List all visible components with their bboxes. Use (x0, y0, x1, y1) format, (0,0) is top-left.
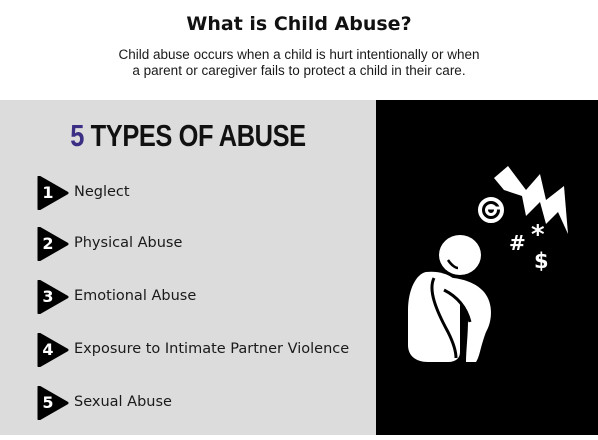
number-badge: 2 (35, 227, 69, 261)
list-item: 1 Neglect (35, 176, 365, 210)
item-label: Emotional Abuse (74, 288, 197, 304)
child-figure (408, 235, 491, 362)
types-panel (0, 100, 376, 435)
badge-number: 4 (42, 340, 54, 359)
list-item: 3 Emotional Abuse (35, 280, 365, 314)
lightning-icon (494, 166, 568, 234)
spiral-icon (478, 197, 504, 223)
types-heading: 5 TYPES OF ABUSE (34, 118, 342, 154)
badge-number: 1 (42, 183, 54, 202)
list-item: 4 Exposure to Intimate Partner Violence (35, 333, 365, 367)
item-label: Physical Abuse (74, 235, 183, 251)
page-title: What is Child Abuse? (186, 13, 412, 35)
item-label: Exposure to Intimate Partner Violence (74, 341, 350, 357)
number-badge: 5 (35, 386, 69, 420)
page-subtitle: Child abuse occurs when a child is hurt … (78, 47, 520, 79)
badge-number: 2 (42, 234, 54, 253)
distressed-child-icon: # * $ (376, 100, 598, 435)
item-label: Neglect (74, 184, 130, 200)
badge-number: 3 (42, 287, 54, 306)
badge-number: 5 (42, 393, 54, 412)
number-badge: 4 (35, 333, 69, 367)
item-label: Sexual Abuse (74, 394, 172, 410)
types-heading-text: TYPES OF ABUSE (90, 118, 306, 153)
dollar-symbol: $ (534, 249, 549, 273)
illustration-panel (376, 100, 598, 435)
subtitle-line-2: a parent or caregiver fails to protect a… (132, 63, 466, 78)
asterisk-symbol: * (531, 220, 545, 250)
number-badge: 3 (35, 280, 69, 314)
list-item: 5 Sexual Abuse (35, 386, 365, 420)
types-heading-number: 5 (70, 118, 84, 153)
header: What is Child Abuse? Child abuse occurs … (0, 0, 598, 100)
number-badge: 1 (35, 176, 69, 210)
list-item: 2 Physical Abuse (35, 227, 365, 261)
subtitle-line-1: Child abuse occurs when a child is hurt … (118, 47, 480, 62)
hash-symbol: # (509, 231, 526, 255)
